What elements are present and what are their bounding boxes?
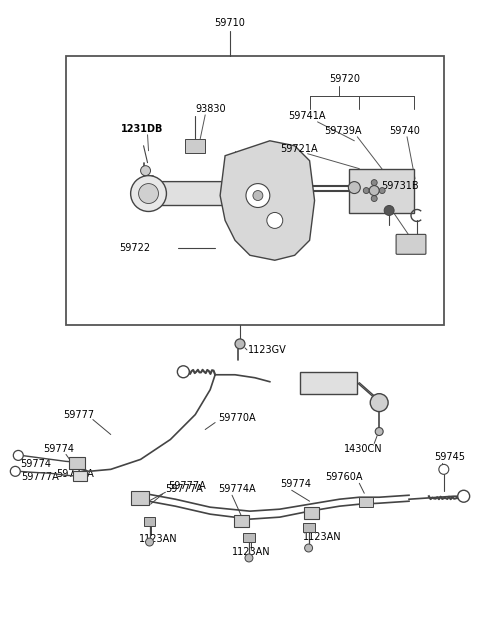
Text: 59739A: 59739A [324, 126, 362, 136]
Bar [243, 533, 255, 542]
Text: 59731B: 59731B [381, 180, 419, 191]
Text: 59774: 59774 [280, 479, 311, 490]
Polygon shape [220, 141, 314, 260]
Circle shape [253, 191, 263, 200]
Text: 59760A: 59760A [325, 472, 363, 483]
Text: 93830: 93830 [195, 104, 226, 114]
Circle shape [379, 188, 385, 193]
Text: 1123AN: 1123AN [139, 534, 177, 544]
Text: 59710: 59710 [215, 19, 245, 28]
Circle shape [305, 544, 312, 552]
Circle shape [439, 465, 449, 474]
Text: 59741A: 59741A [288, 111, 325, 121]
Text: 59774: 59774 [20, 460, 51, 469]
Text: 59720: 59720 [329, 74, 360, 84]
Text: 1123GV: 1123GV [248, 345, 287, 355]
Bar [69, 458, 85, 469]
Circle shape [131, 175, 167, 211]
Text: 1123AN: 1123AN [232, 547, 271, 557]
Bar [144, 517, 156, 526]
Circle shape [139, 184, 158, 204]
Circle shape [245, 554, 253, 562]
Circle shape [11, 467, 20, 476]
Text: 59777A: 59777A [21, 472, 59, 483]
Circle shape [370, 394, 388, 412]
Text: 59777A: 59777A [166, 484, 203, 494]
Bar [66, 56, 444, 325]
Text: 59777A: 59777A [56, 469, 94, 479]
Bar [234, 515, 249, 527]
Text: 59777A: 59777A [168, 481, 206, 492]
Circle shape [369, 186, 379, 196]
Bar [349, 169, 414, 214]
Circle shape [145, 538, 154, 546]
Circle shape [141, 166, 151, 175]
Bar [185, 139, 205, 153]
Text: 1231DB: 1231DB [120, 124, 163, 134]
Circle shape [384, 205, 394, 216]
FancyBboxPatch shape [146, 182, 230, 205]
Bar [73, 471, 87, 481]
Text: 59770A: 59770A [218, 413, 256, 422]
Bar [304, 507, 319, 519]
Text: 59777: 59777 [63, 410, 94, 420]
Text: 1123AN: 1123AN [302, 532, 341, 542]
Bar [360, 497, 373, 507]
Circle shape [348, 182, 360, 193]
Circle shape [235, 339, 245, 349]
Bar [300, 372, 357, 394]
Text: 59721A: 59721A [280, 144, 317, 154]
Text: 59774A: 59774A [218, 484, 256, 494]
Circle shape [371, 196, 377, 202]
Text: 59722: 59722 [119, 243, 150, 253]
Circle shape [267, 212, 283, 228]
Bar [302, 523, 314, 532]
Text: 1430CN: 1430CN [344, 444, 383, 454]
Circle shape [13, 451, 23, 460]
Circle shape [371, 180, 377, 186]
Circle shape [178, 366, 189, 378]
Circle shape [375, 428, 383, 435]
Text: 59774: 59774 [43, 444, 74, 454]
Bar [131, 492, 148, 505]
Circle shape [458, 490, 469, 502]
FancyBboxPatch shape [396, 234, 426, 254]
Circle shape [246, 184, 270, 207]
Text: 59745: 59745 [434, 452, 465, 463]
Circle shape [363, 188, 369, 193]
Text: 59740: 59740 [389, 126, 420, 136]
